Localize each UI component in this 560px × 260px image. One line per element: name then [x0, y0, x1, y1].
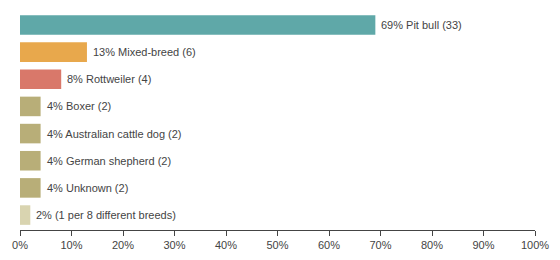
svg-text:13% Mixed-breed (6): 13% Mixed-breed (6)	[93, 46, 196, 58]
svg-text:0%: 0%	[12, 239, 28, 251]
svg-text:4% Australian cattle dog (2): 4% Australian cattle dog (2)	[47, 128, 182, 140]
svg-text:90%: 90%	[472, 239, 494, 251]
svg-text:2% (1 per 8 different breeds): 2% (1 per 8 different breeds)	[36, 209, 176, 221]
svg-text:20%: 20%	[112, 239, 134, 251]
svg-text:50%: 50%	[266, 239, 288, 251]
svg-text:8% Rottweiler (4): 8% Rottweiler (4)	[67, 73, 151, 85]
svg-text:100%: 100%	[521, 239, 549, 251]
svg-text:69% Pit bull (33): 69% Pit bull (33)	[381, 19, 462, 31]
svg-text:4% Boxer (2): 4% Boxer (2)	[47, 100, 111, 112]
svg-text:70%: 70%	[369, 239, 391, 251]
svg-text:10%: 10%	[60, 239, 82, 251]
svg-text:60%: 60%	[318, 239, 340, 251]
svg-text:80%: 80%	[421, 239, 443, 251]
svg-text:4% German shepherd (2): 4% German shepherd (2)	[47, 155, 171, 167]
svg-text:40%: 40%	[215, 239, 237, 251]
svg-text:4% Unknown (2): 4% Unknown (2)	[47, 182, 128, 194]
svg-text:30%: 30%	[163, 239, 185, 251]
